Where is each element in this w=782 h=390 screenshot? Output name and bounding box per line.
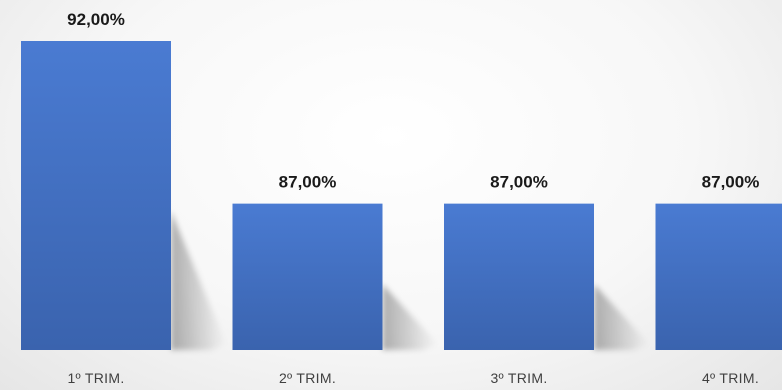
bar-shadow	[382, 284, 438, 350]
x-tick-label-2: 2º TRIM.	[279, 370, 336, 386]
bars	[21, 41, 782, 350]
x-tick-label-4: 4º TRIM.	[702, 370, 759, 386]
bar-1	[21, 41, 171, 350]
data-label-1: 92,00%	[67, 10, 125, 29]
data-label-2: 87,00%	[279, 173, 337, 192]
bar-2	[232, 203, 383, 350]
value-labels: 92,00% 87,00% 87,00% 87,00%	[67, 10, 759, 192]
x-axis-tick-labels: 1º TRIM. 2º TRIM. 3º TRIM. 4º TRIM.	[67, 370, 759, 386]
bar-shadows	[171, 210, 649, 350]
bar-4	[655, 203, 782, 350]
bar-3	[444, 203, 594, 350]
bar-shadow	[594, 284, 649, 350]
data-label-4: 87,00%	[702, 173, 760, 192]
x-tick-label-1: 1º TRIM.	[67, 370, 124, 386]
bar-shadow	[171, 210, 226, 350]
data-label-3: 87,00%	[490, 173, 548, 192]
x-tick-label-3: 3º TRIM.	[490, 370, 547, 386]
